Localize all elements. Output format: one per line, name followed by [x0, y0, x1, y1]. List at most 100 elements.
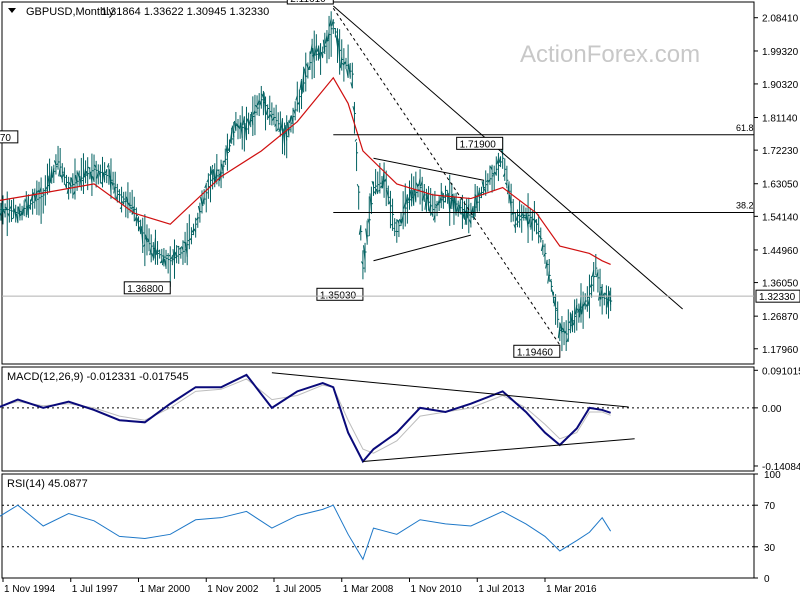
price-bar-open — [282, 128, 286, 146]
price-bar-open — [108, 169, 112, 194]
price-bar-open — [7, 213, 10, 217]
price-tick-label: 1.72230 — [762, 146, 799, 157]
price-bar-open — [426, 193, 430, 208]
price-bar-open — [318, 43, 322, 59]
price-bar-open — [155, 248, 159, 256]
price-bar-open — [98, 171, 101, 178]
price-bar-open — [34, 189, 38, 201]
time-tick-label: 1 Nov 2010 — [411, 584, 463, 595]
price-bar-open — [511, 212, 514, 215]
price-bar-open — [284, 124, 288, 141]
price-bar-open — [79, 175, 82, 188]
price-tick-label: 1.54140 — [762, 212, 799, 223]
price-bar-open — [280, 118, 283, 131]
price-bar-open — [257, 99, 260, 106]
price-bar-open — [124, 200, 127, 203]
price-bar-open — [324, 35, 328, 44]
price-bar-open — [37, 189, 40, 193]
symbol-label: GBPUSD,Monthly — [26, 6, 115, 18]
price-bar-open — [161, 255, 165, 266]
price-bar-open — [576, 308, 580, 313]
price-bar-open — [96, 171, 99, 179]
price-bar-open — [53, 160, 57, 166]
price-bar-open — [422, 191, 425, 201]
current-price-line: 1.32330 — [2, 289, 800, 303]
price-bar-open — [339, 57, 343, 69]
price-bar-open — [180, 246, 184, 251]
price-bar-open — [574, 304, 578, 315]
price-bar-open — [331, 19, 334, 26]
price-bar-open — [568, 320, 571, 324]
price-bar-open — [106, 163, 110, 168]
price-bar-open — [388, 200, 391, 205]
price-bar-open — [191, 229, 194, 233]
price-bar-open — [28, 206, 31, 210]
price-bar-open — [530, 216, 533, 230]
price-bar-open — [356, 183, 360, 188]
macd-panel-border — [1, 366, 755, 472]
price-bar-open — [504, 182, 508, 186]
price-bar-open — [468, 219, 472, 224]
triangle-lower-line — [373, 234, 472, 262]
price-bar-open — [291, 115, 294, 124]
price-bar-open — [502, 173, 506, 177]
price-bar-open — [183, 241, 186, 244]
price-bar-open — [227, 147, 231, 152]
price-bar-open — [56, 163, 59, 166]
price-bar-open — [20, 211, 23, 217]
price-bar-open — [11, 217, 14, 220]
price-bar-open — [386, 189, 389, 198]
rsi-tick-label: 0 — [764, 574, 770, 585]
price-bar-open — [390, 223, 393, 226]
price-bar-open — [354, 138, 357, 142]
price-bar-open — [3, 210, 6, 215]
price-bar-open — [276, 128, 279, 132]
price-bar-open — [322, 39, 326, 55]
price-bar-open — [540, 244, 544, 252]
rsi-panel-border — [1, 473, 755, 579]
price-bar-open — [210, 164, 214, 175]
price-bar-open — [39, 187, 42, 193]
price-bar-open — [240, 122, 243, 138]
price-bar-open — [401, 214, 404, 224]
price-bar-open — [485, 179, 489, 183]
price-bar-open — [509, 194, 512, 208]
ohlc-label: 1.31864 1.33622 1.30945 1.32330 — [101, 6, 269, 18]
price-bar-open — [507, 182, 510, 195]
price-bar-open — [534, 219, 537, 224]
price-bar-open — [214, 168, 218, 183]
price-bar-open — [185, 242, 188, 257]
price-bar-open — [9, 205, 12, 210]
price-bar-open — [250, 111, 254, 126]
rsi-panel: 100 70 30 0 RSI(14) 45.0877 — [0, 470, 781, 585]
panel-menu-icon[interactable] — [8, 8, 16, 13]
price-bar-open — [583, 300, 586, 307]
current-price-box — [755, 289, 800, 303]
price-bar-open — [128, 203, 131, 207]
price-bar-open — [178, 247, 182, 250]
price-bar-open — [242, 116, 245, 126]
price-bar-open — [494, 171, 497, 176]
price-bar-open — [435, 204, 438, 207]
rsi-series-line — [0, 504, 612, 561]
price-bar-open — [219, 168, 222, 181]
price-panel: 2.08410 1.99320 1.90320 1.81140 1.72230 1.630… — [0, 0, 800, 365]
price-bar-open — [236, 123, 239, 128]
price-bar-open — [536, 232, 539, 235]
price-bar-open — [589, 283, 593, 288]
price-bar-open — [399, 218, 402, 224]
price-bar-open — [204, 184, 207, 189]
price-tick-label: 1.63050 — [762, 180, 799, 191]
price-bar-open — [413, 188, 417, 203]
price-bar-open — [13, 208, 17, 217]
price-bar-open — [312, 47, 315, 63]
price-bar-open — [295, 95, 298, 101]
price-bar-open — [595, 272, 599, 278]
price-bar-open — [130, 207, 133, 210]
price-bar-open — [549, 278, 552, 283]
price-bar-open — [252, 110, 256, 115]
price-bar-open — [492, 172, 495, 176]
price-bar-open — [305, 63, 309, 68]
price-bar-open — [0, 212, 2, 216]
